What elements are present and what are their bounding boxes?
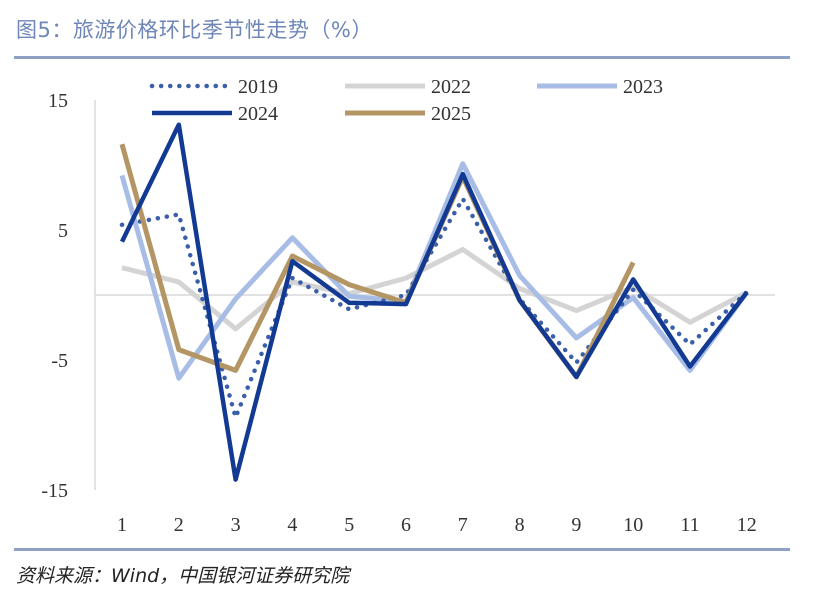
x-tick-label: 9 — [571, 514, 581, 536]
x-tick-label: 8 — [515, 514, 525, 536]
title-rule — [14, 56, 790, 59]
chart-legend: 2019 2022 2023 2024 2025 — [149, 76, 663, 125]
chart-axes: 155-5-151 2 3 4 5 6 7 8 9 10 11 12 — [41, 90, 775, 536]
x-tick-label: 1 — [117, 514, 127, 536]
y-tick-label: 15 — [48, 90, 68, 112]
y-tick-label: 5 — [58, 220, 68, 242]
x-tick-label: 2 — [174, 514, 184, 536]
x-tick-label: 11 — [680, 514, 699, 536]
x-tick-label: 6 — [401, 514, 411, 536]
x-tick-label: 5 — [344, 514, 354, 536]
y-tick-label: -15 — [41, 480, 68, 502]
series-line-2022 — [121, 247, 748, 332]
series-line-2024 — [119, 122, 749, 482]
source-rule — [14, 548, 790, 551]
x-tick-label: 4 — [287, 514, 297, 536]
x-tick-label: 7 — [458, 514, 468, 536]
legend-label-2019: 2019 — [238, 76, 278, 98]
source-note: 资料来源：Wind，中国银河证券研究院 — [16, 565, 350, 587]
legend-label-2024: 2024 — [238, 103, 278, 125]
x-tick-label: 10 — [623, 514, 643, 536]
legend-label-2022: 2022 — [431, 76, 471, 98]
figure-title: 图5：旅游价格环比季节性走势（%） — [16, 18, 373, 42]
legend-label-2023: 2023 — [623, 76, 663, 98]
line-chart: 155-5-151 2 3 4 5 6 7 8 9 10 11 12 2019 2022 20232024… — [41, 76, 775, 536]
series-line-2023 — [119, 161, 749, 381]
x-tick-label: 3 — [231, 514, 241, 536]
chart-series — [119, 122, 750, 482]
legend-label-2025: 2025 — [431, 103, 471, 125]
y-tick-label: -5 — [51, 350, 68, 372]
x-tick-label: 12 — [737, 514, 757, 536]
